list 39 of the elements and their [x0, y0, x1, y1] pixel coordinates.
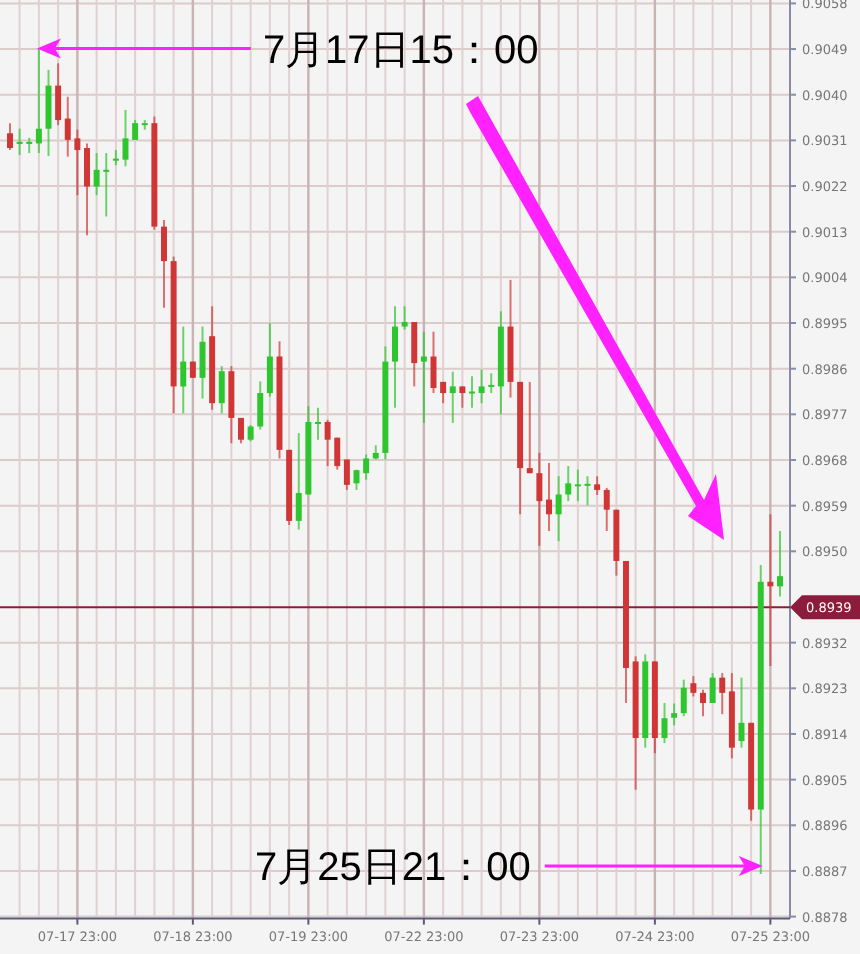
candlestick	[574, 468, 581, 503]
candlestick	[603, 486, 610, 533]
candlestick	[565, 465, 572, 503]
candlestick	[449, 370, 456, 424]
candlestick	[315, 406, 321, 441]
candlestick	[363, 453, 370, 481]
candlestick	[777, 530, 783, 598]
candlestick	[218, 365, 225, 415]
candlestick	[546, 462, 552, 533]
candlestick	[392, 305, 398, 409]
candlestick	[719, 672, 726, 716]
candlestick	[700, 688, 706, 718]
candlestick	[257, 380, 264, 431]
annotation: 7月25日21：00	[255, 846, 531, 890]
candlestick	[526, 380, 533, 475]
candlestick	[7, 122, 13, 152]
candlestick	[555, 475, 562, 543]
candlestick	[469, 375, 475, 409]
candlestick	[84, 142, 90, 237]
candlestick	[680, 678, 687, 718]
candlestick	[180, 325, 187, 415]
candlestick	[228, 365, 235, 445]
candlestick	[132, 119, 139, 141]
candlestick	[709, 672, 716, 705]
candlestick	[690, 675, 697, 698]
annotation: 7月17日15：00	[262, 28, 539, 73]
candlestick	[238, 416, 244, 445]
candlestick	[594, 475, 601, 497]
candlestick	[459, 385, 466, 409]
candlestick	[411, 321, 418, 388]
candlestick	[266, 322, 273, 398]
candlestick	[55, 62, 62, 127]
candlestick	[671, 702, 678, 727]
candlestick	[420, 330, 427, 424]
candlestick	[536, 451, 543, 547]
candlestick	[161, 219, 167, 309]
candlestick	[401, 305, 408, 331]
candlestick	[35, 47, 42, 155]
candlestick	[343, 458, 350, 491]
